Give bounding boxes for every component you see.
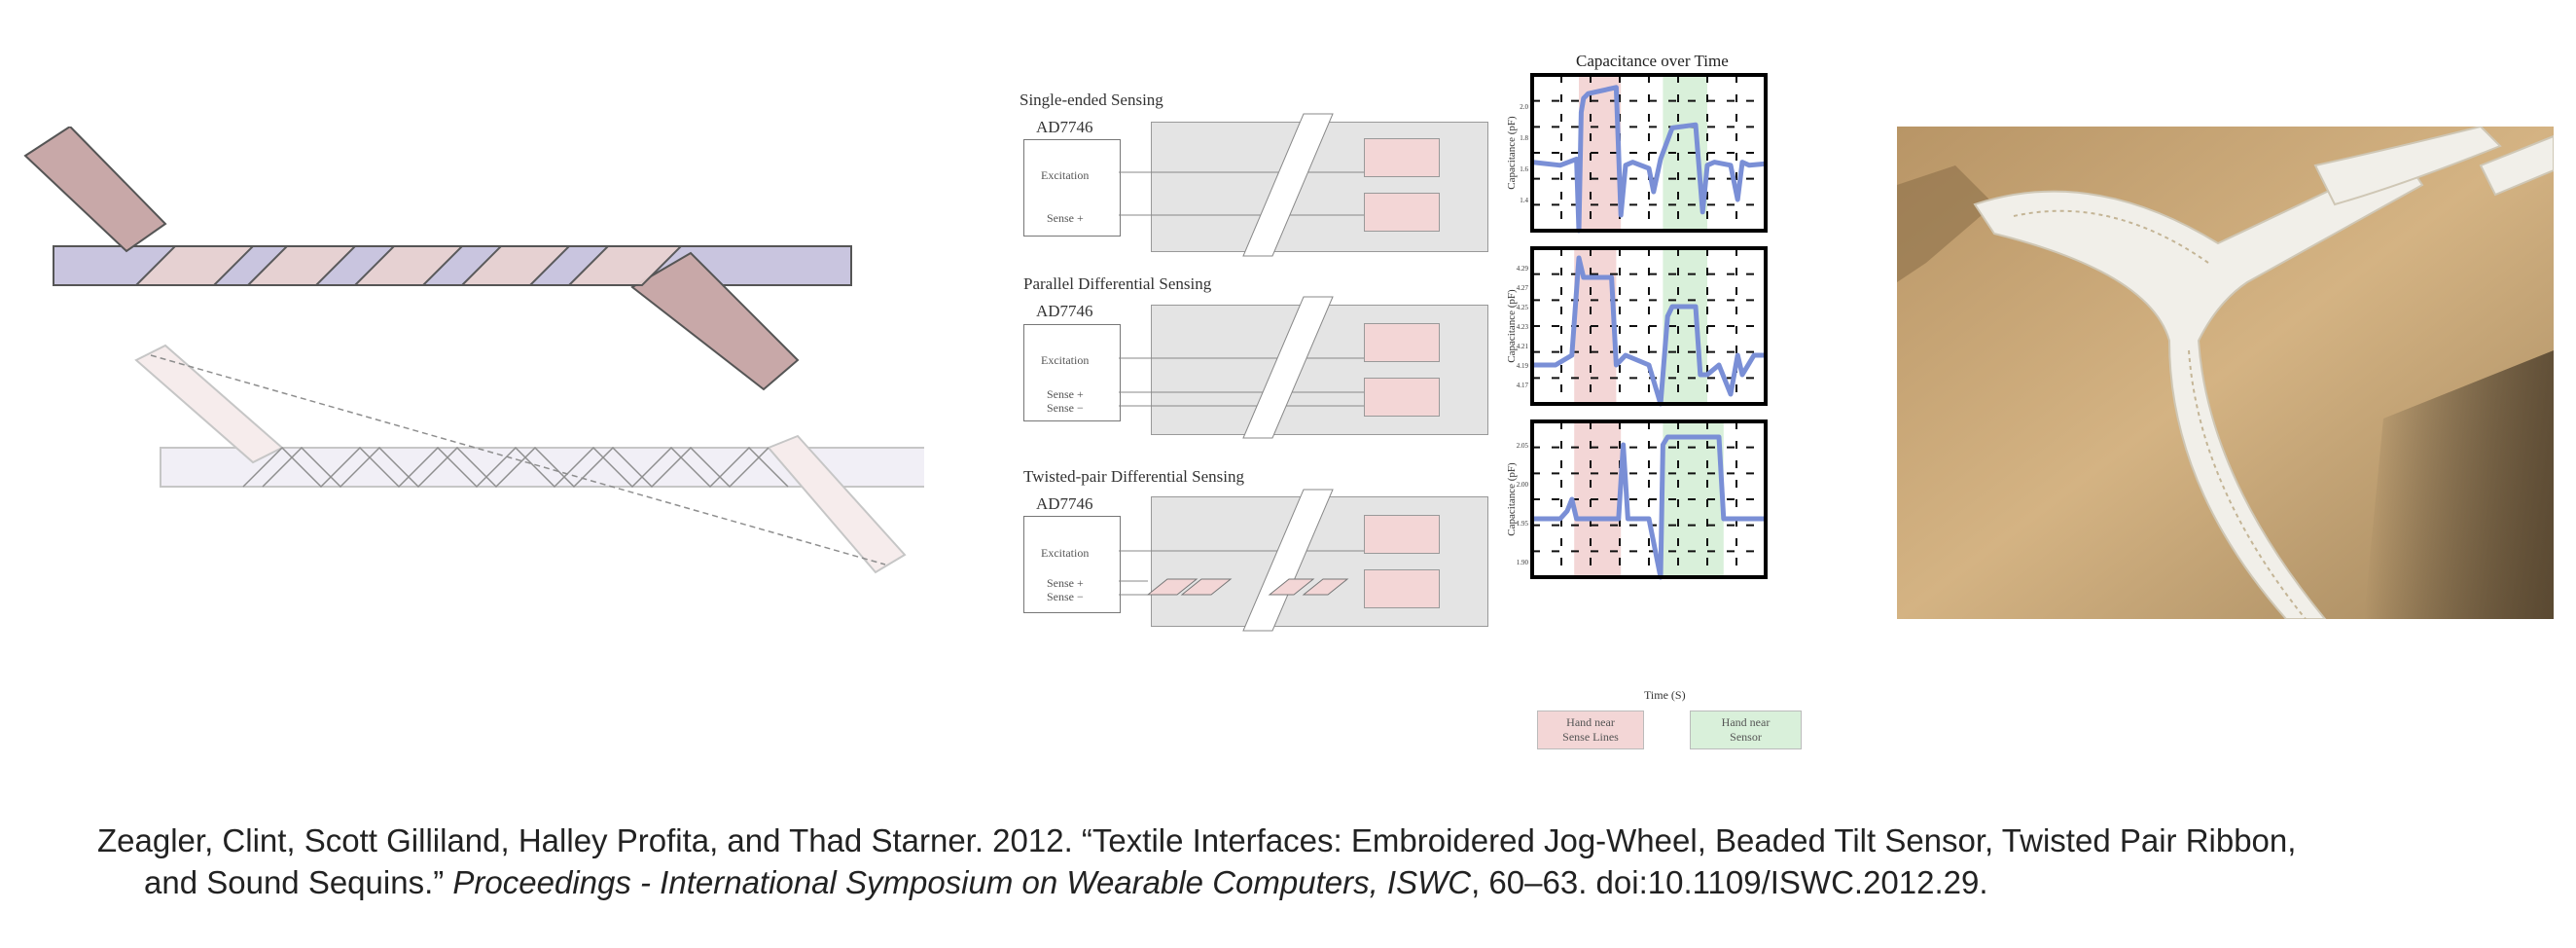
y-axis-label: Capacitance (pF) [1506,462,1518,536]
excitation-label: Excitation [1041,168,1090,182]
sense-plus-label: Sense + [1047,576,1084,590]
y-tick-label: 1.8 [1520,134,1528,142]
plot-frame [1530,419,1768,579]
y-tick-label: 4.25 [1517,304,1529,311]
legend-label-line2: Sensor [1730,730,1762,744]
y-tick-label: 2.00 [1517,481,1529,489]
capacitance-chart: Capacitance over Time 1.4 1.6 1.8 2.0 Capaci… [1503,49,1814,759]
chip-label: AD7746 [1036,302,1093,320]
sensor-pad [1364,138,1440,177]
excitation-label: Excitation [1041,353,1090,367]
y-tick-label: 1.4 [1520,197,1528,204]
y-tick-label: 4.27 [1517,284,1529,292]
citation-line2-tail: , 60–63. doi:10.1109/ISWC.2012.29. [1471,864,1988,900]
plot-frame [1530,73,1768,233]
legend-label-line1: Hand near [1566,715,1615,729]
y-tick-label: 1.90 [1517,559,1529,566]
series-line [1532,255,1766,407]
twisted-ribbon-illustration [23,127,924,574]
legend-label-line2: Sense Lines [1562,730,1619,744]
panel-title: Twisted-pair Differential Sensing [1023,467,1244,486]
sensor-pad [1364,515,1440,554]
chart-title: Capacitance over Time [1576,52,1729,70]
chip-box [1023,516,1121,613]
y-tick-label: 4.29 [1517,265,1529,273]
sensing-diagrams: Single-ended Sensing AD7746 Excitation S… [1012,83,1488,647]
legend-item-sense-lines: Hand near Sense Lines [1537,711,1644,749]
panel-title: Single-ended Sensing [1020,91,1163,109]
citation-line2: and Sound Sequins.” Proceedings - Intern… [97,861,2549,903]
y-tick-label: 2.0 [1520,103,1528,111]
sense-plus-label: Sense + [1047,387,1084,401]
sense-minus-label: Sense − [1047,590,1084,603]
y-axis-label: Capacitance (pF) [1506,289,1518,363]
y-tick-label: 1.95 [1517,520,1529,528]
series-line [1531,85,1767,234]
chip-box [1023,139,1121,237]
ribbon-bottom [134,344,924,574]
citation-line2-plain: and Sound Sequins.” [144,864,453,900]
sensor-pad [1364,569,1440,608]
series-line [1532,434,1766,580]
chart-panel: 1.90 1.95 2.00 2.05 Capacitance (pF) [1506,419,1768,580]
excitation-label: Excitation [1041,546,1090,560]
sense-minus-label: Sense − [1047,401,1084,415]
panel-title: Parallel Differential Sensing [1023,274,1212,293]
chip-box [1023,324,1121,421]
legend-label-line1: Hand near [1721,715,1771,729]
chip-label: AD7746 [1036,494,1093,513]
y-tick-label: 2.05 [1517,442,1529,450]
wiring-overlay [1119,113,1364,632]
citation-journal: Proceedings - International Symposium on… [452,864,1472,900]
citation-line1: Zeagler, Clint, Scott Gilliland, Halley … [97,822,2297,858]
y-tick-label: 4.21 [1517,343,1529,350]
y-tick-label: 1.6 [1520,165,1528,173]
legend-item-sensor: Hand near Sensor [1690,711,1802,749]
plot-frame [1530,246,1768,406]
chart-panel: 4.17 4.19 4.21 4.23 4.25 4.27 4.29 Capacitance … [1506,246,1768,407]
sensor-pad [1364,378,1440,417]
y-tick-label: 4.23 [1517,323,1529,331]
sense-plus-label: Sense + [1047,211,1084,225]
sensor-pad [1364,193,1440,232]
citation: Zeagler, Clint, Scott Gilliland, Halley … [97,820,2549,903]
ribbon-top [23,127,852,391]
x-axis-label: Time (S) [1644,688,1686,702]
y-axis-label: Capacitance (pF) [1506,116,1518,190]
y-tick-label: 4.17 [1517,382,1529,389]
chip-label: AD7746 [1036,118,1093,136]
y-tick-label: 4.19 [1517,362,1529,370]
sensor-pad [1364,323,1440,362]
fabric-photo [1897,127,2554,619]
